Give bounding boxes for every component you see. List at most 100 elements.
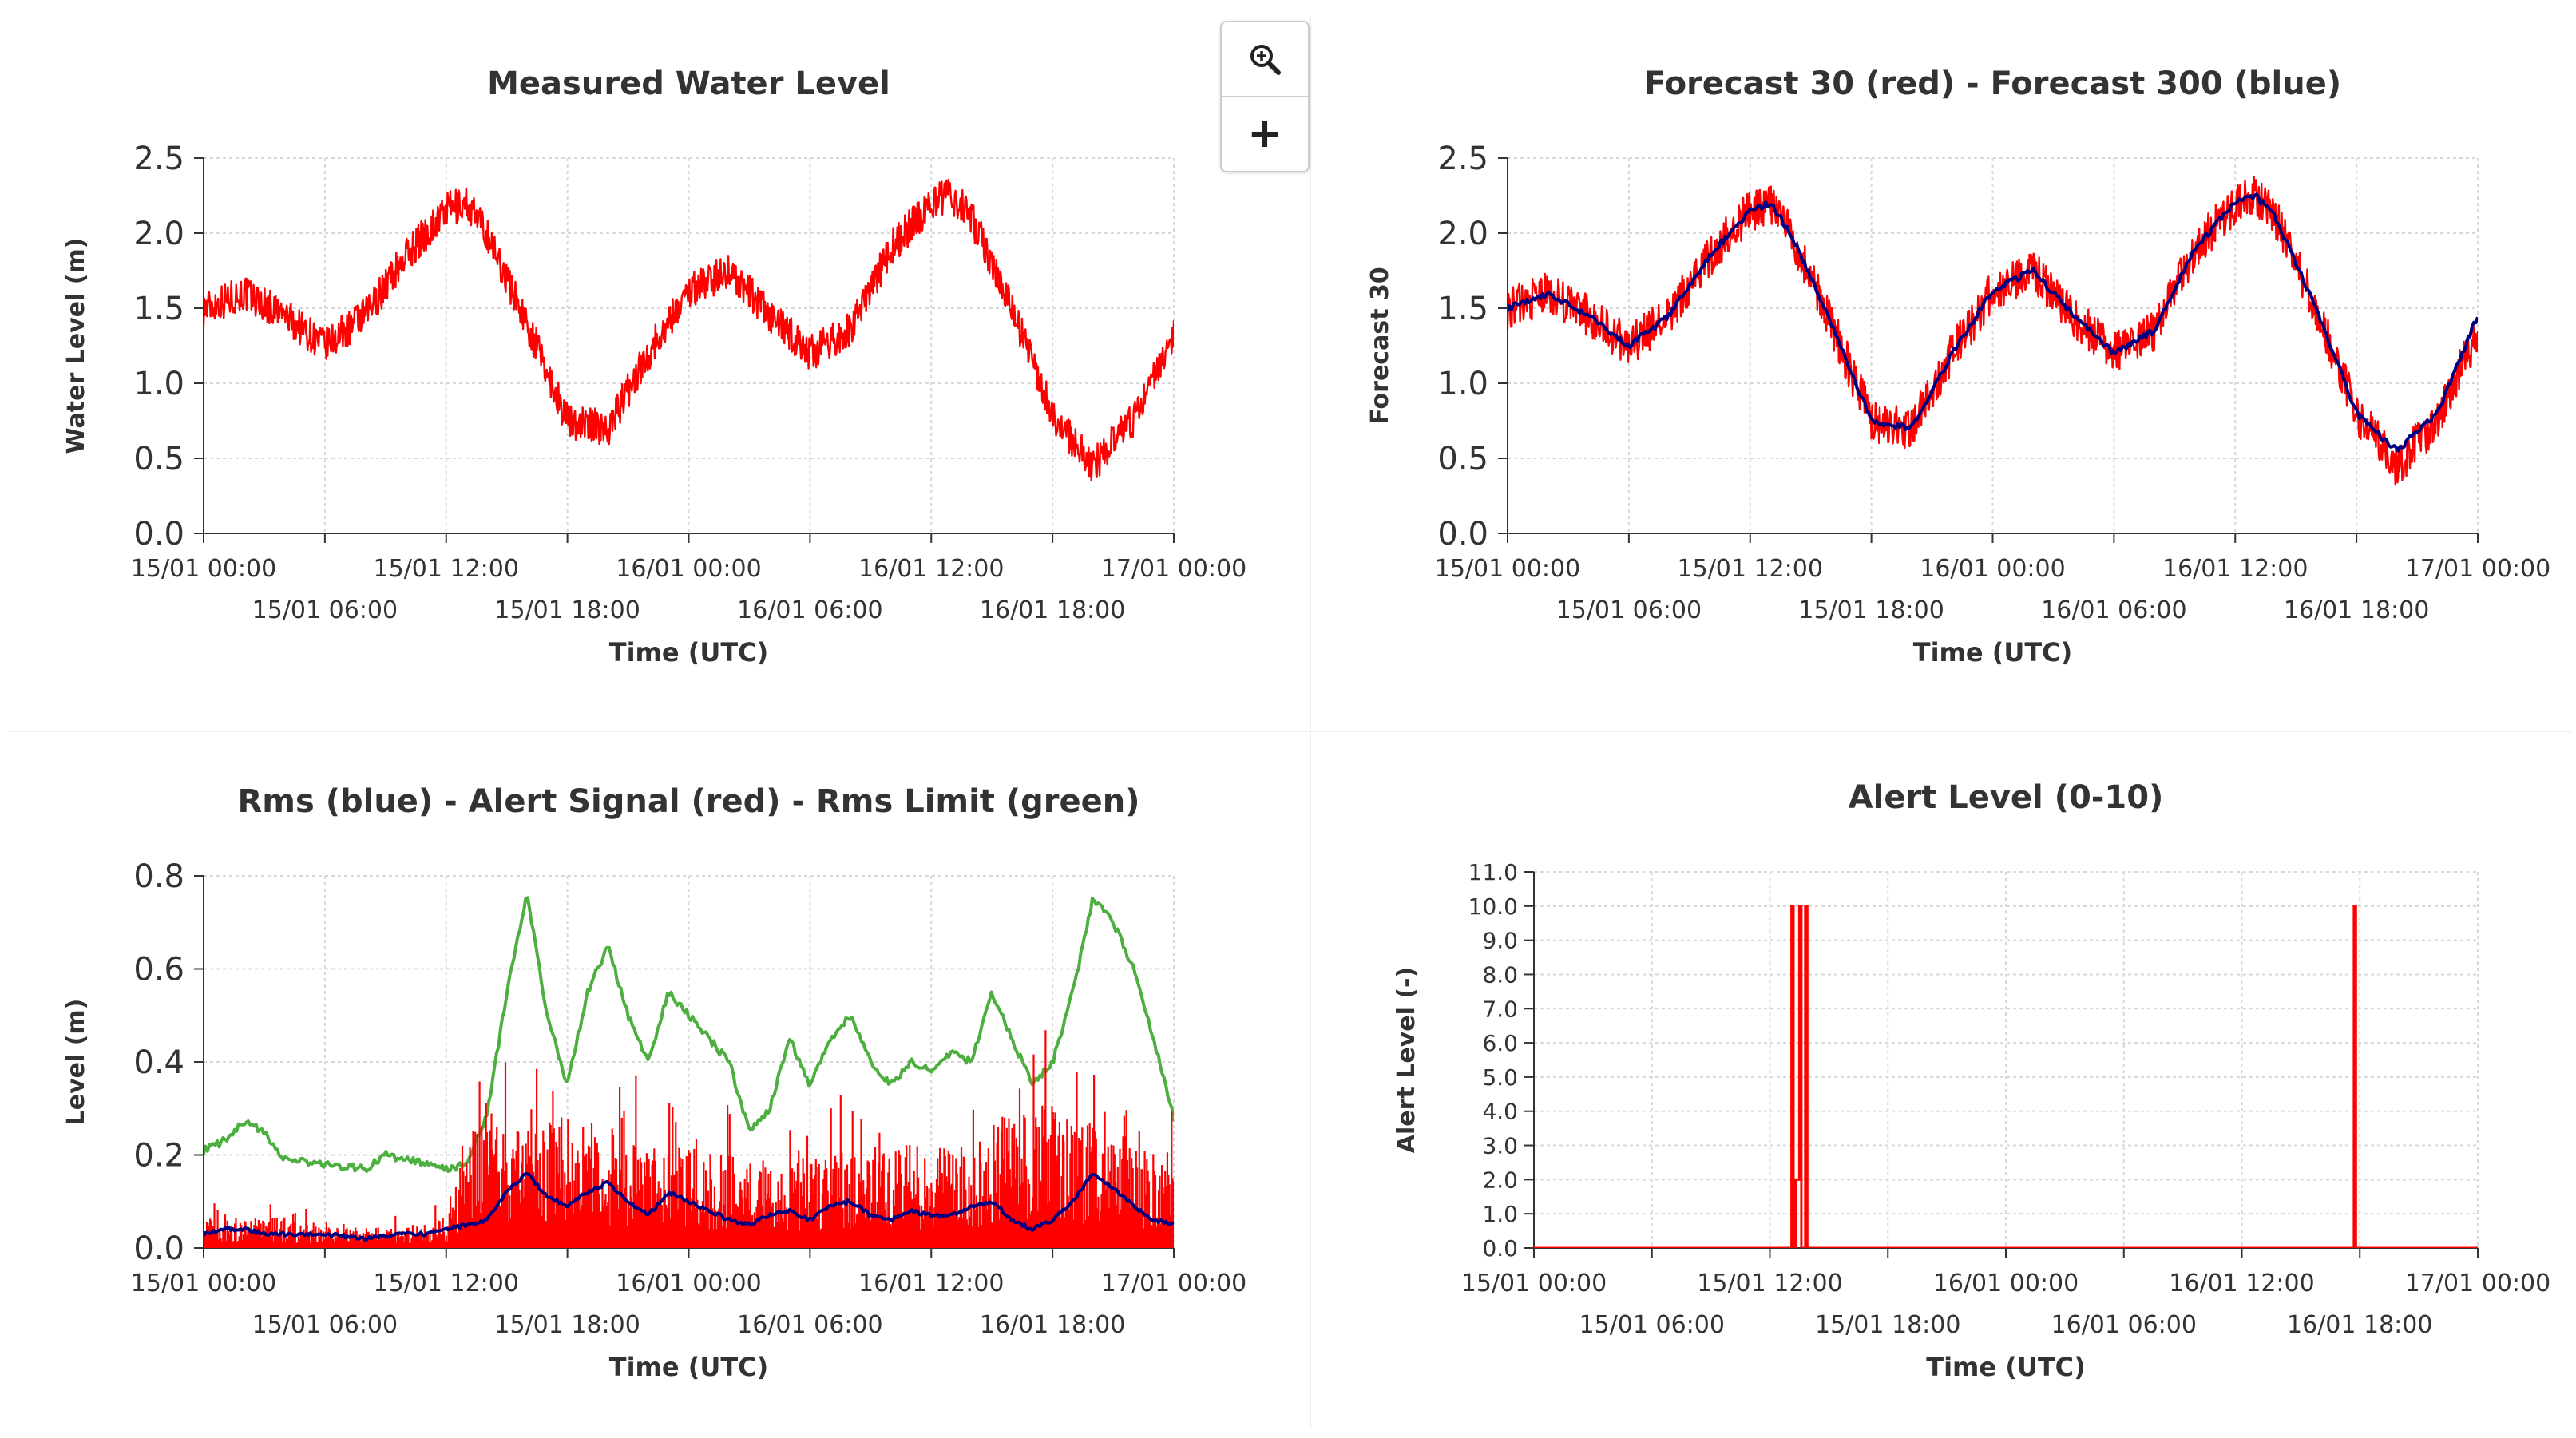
x-tick-label: 16/01 18:00 (2287, 1311, 2432, 1339)
y-axis-label: Level (m) (62, 999, 90, 1126)
chart-alert: Alert Level (0-10) 0.0 1.0 2.0 3.0 4.0 5.0 6.0 7… (1393, 779, 2550, 1382)
chart-measured: Measured Water Level 0.0 0.5 1.0 1.5 2.0 2.5 15… (62, 65, 1246, 668)
x-tick-label: 15/01 18:00 (1798, 596, 1944, 624)
plot-area (1508, 176, 2478, 486)
panel-divider-vertical (1310, 16, 1311, 1429)
y-tick-label: 1.5 (133, 291, 184, 327)
x-tick-label: 15/01 12:00 (374, 555, 519, 583)
x-tick-label: 16/01 18:00 (980, 1311, 1125, 1339)
plus-icon: + (1247, 109, 1282, 157)
x-tick-label: 17/01 00:00 (2405, 1270, 2550, 1297)
series-forecast-300 (1508, 192, 2478, 453)
y-tick-label: 7.0 (1482, 996, 1518, 1022)
y-tick-label: 3.0 (1482, 1133, 1518, 1159)
chart-title: Rms (blue) - Alert Signal (red) - Rms Li… (237, 783, 1139, 820)
y-tick-label: 8.0 (1482, 961, 1518, 988)
x-tick-label: 16/01 06:00 (2051, 1311, 2197, 1339)
chart-panel-rms: Rms (blue) - Alert Signal (red) - Rms Li… (0, 735, 1310, 1438)
x-tick-label: 15/01 18:00 (494, 596, 640, 624)
y-tick-label: 4.0 (1482, 1099, 1518, 1125)
series-rms-limit (204, 896, 1174, 1173)
y-axis-label: Forecast 30 (1366, 267, 1394, 424)
magnifier-zoom-in-icon (1250, 45, 1281, 75)
y-tick-label: 0.5 (133, 441, 184, 477)
y-tick-label: 2.0 (1437, 216, 1488, 252)
panel-divider-horizontal (8, 731, 2571, 732)
x-tick-label: 16/01 12:00 (858, 555, 1004, 583)
x-tick-label: 15/01 00:00 (131, 555, 276, 583)
y-tick-label: 2.0 (1482, 1167, 1518, 1193)
y-tick-label: 5.0 (1482, 1064, 1518, 1091)
x-tick-label: 16/01 00:00 (1933, 1270, 2079, 1297)
zoom-toolbar: + (1220, 21, 1310, 172)
chart-title: Alert Level (0-10) (1849, 779, 2164, 816)
y-tick-label: 0.6 (133, 952, 184, 988)
y-tick-label: 2.0 (133, 216, 184, 252)
y-tick-label: 0.4 (133, 1044, 184, 1081)
x-axis-label: Time (UTC) (1913, 637, 2073, 668)
y-tick-label: 0.0 (1437, 516, 1488, 553)
y-tick-label: 2.5 (133, 141, 184, 177)
x-tick-label: 15/01 18:00 (494, 1311, 640, 1339)
add-button[interactable]: + (1222, 97, 1308, 170)
y-tick-label: 0.2 (133, 1138, 184, 1175)
y-tick-label: 9.0 (1482, 928, 1518, 954)
x-tick-label: 15/01 00:00 (1435, 555, 1580, 583)
x-tick-label: 15/01 06:00 (252, 1311, 398, 1339)
y-tick-label: 0.0 (133, 516, 184, 553)
plot-area (204, 178, 1174, 482)
x-tick-label: 16/01 00:00 (616, 1270, 761, 1297)
plot-area (204, 896, 1174, 1248)
y-tick-label: 1.0 (1437, 366, 1488, 402)
y-tick-label: 1.0 (133, 366, 184, 402)
x-tick-label: 15/01 00:00 (131, 1270, 276, 1297)
x-tick-label: 16/01 12:00 (858, 1270, 1004, 1297)
chart-rms: Rms (blue) - Alert Signal (red) - Rms Li… (62, 783, 1246, 1382)
x-tick-label: 16/01 00:00 (1920, 555, 2065, 583)
plot-area (1534, 905, 2478, 1248)
y-tick-label: 0.0 (1482, 1235, 1518, 1262)
y-tick-label: 6.0 (1482, 1030, 1518, 1056)
x-tick-label: 17/01 00:00 (1101, 555, 1246, 583)
y-tick-label: 0.5 (1437, 441, 1488, 477)
chart-panel-alert: Alert Level (0-10) 0.0 1.0 2.0 3.0 4.0 5.0 6.0 7… (1314, 735, 2576, 1438)
chart-forecast: Forecast 30 (red) - Forecast 300 (blue) 0… (1366, 65, 2550, 668)
x-tick-label: 16/01 06:00 (737, 596, 882, 624)
x-tick-label: 15/01 12:00 (1697, 1270, 1842, 1297)
x-tick-label: 16/01 12:00 (2169, 1270, 2314, 1297)
x-tick-label: 15/01 06:00 (1556, 596, 1702, 624)
x-tick-label: 16/01 18:00 (2284, 596, 2429, 624)
y-tick-label: 0.0 (133, 1230, 184, 1267)
x-axis-label: Time (UTC) (609, 637, 769, 668)
chart-title: Measured Water Level (487, 65, 890, 102)
zoom-in-button[interactable] (1222, 22, 1308, 97)
y-axis-label: Alert Level (-) (1393, 967, 1421, 1153)
y-tick-label: 1.5 (1437, 291, 1488, 327)
chart-panel-measured: Measured Water Level 0.0 0.5 1.0 1.5 2.0 2.5 15… (0, 0, 1310, 727)
chart-panel-forecast: Forecast 30 (red) - Forecast 300 (blue) 0… (1314, 0, 2576, 727)
x-axis-label: Time (UTC) (609, 1352, 769, 1382)
x-tick-label: 15/01 06:00 (1579, 1311, 1725, 1339)
series-water-level (204, 178, 1174, 482)
y-tick-label: 2.5 (1437, 141, 1488, 177)
x-tick-label: 15/01 00:00 (1461, 1270, 1607, 1297)
y-tick-label: 1.0 (1482, 1201, 1518, 1227)
x-axis-label: Time (UTC) (1926, 1352, 2086, 1382)
x-tick-label: 15/01 12:00 (374, 1270, 519, 1297)
y-tick-label: 10.0 (1468, 893, 1518, 920)
x-tick-label: 16/01 06:00 (737, 1311, 882, 1339)
series-rms (204, 1172, 1174, 1242)
x-tick-label: 16/01 00:00 (616, 555, 761, 583)
chart-title: Forecast 30 (red) - Forecast 300 (blue) (1644, 65, 2341, 102)
x-tick-label: 17/01 00:00 (2405, 555, 2550, 583)
x-tick-label: 16/01 18:00 (980, 596, 1125, 624)
x-tick-label: 16/01 06:00 (2041, 596, 2186, 624)
x-tick-label: 16/01 12:00 (2162, 555, 2308, 583)
y-axis-label: Water Level (m) (62, 238, 90, 454)
x-tick-label: 15/01 06:00 (252, 596, 398, 624)
y-tick-label: 11.0 (1468, 859, 1518, 885)
y-tick-label: 0.8 (133, 858, 184, 895)
series-alert-level (1534, 905, 2478, 1248)
x-tick-label: 17/01 00:00 (1101, 1270, 1246, 1297)
x-tick-label: 15/01 18:00 (1815, 1311, 1960, 1339)
